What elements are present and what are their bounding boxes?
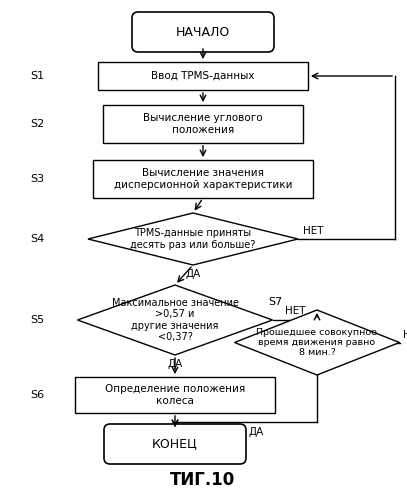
Text: Ввод TPMS-данных: Ввод TPMS-данных [151,71,255,81]
Text: ДА: ДА [185,269,201,279]
FancyBboxPatch shape [104,424,246,464]
Text: ДА: ДА [248,426,264,436]
Text: S7: S7 [268,297,282,307]
Bar [93,160,313,198]
Text: Вычисление углового
положения: Вычисление углового положения [143,113,263,135]
Text: ДА: ДА [167,359,183,369]
Text: S3: S3 [30,174,44,184]
Bar [75,377,275,413]
Text: S5: S5 [30,315,44,325]
Text: Определение положения
колеса: Определение положения колеса [105,384,245,406]
Text: НЕТ: НЕТ [403,330,407,340]
Text: Прошедшее совокупное
время движения равно
8 мин.?: Прошедшее совокупное время движения равн… [256,328,378,358]
Text: Вычисление значения
дисперсионной характеристики: Вычисление значения дисперсионной характ… [114,168,292,190]
Text: S2: S2 [30,119,44,129]
Text: Максимальное значение
>0,57 и
другие значения
<0,37?: Максимальное значение >0,57 и другие зна… [112,298,239,343]
Bar [98,62,308,90]
Text: НЕТ: НЕТ [284,306,305,316]
Text: S1: S1 [30,71,44,81]
Text: S6: S6 [30,390,44,400]
Text: НЕТ: НЕТ [303,226,324,236]
Polygon shape [88,213,298,265]
Text: НАЧАЛО: НАЧАЛО [176,26,230,38]
Polygon shape [234,310,400,375]
Bar [103,105,303,143]
Polygon shape [77,285,273,355]
Text: ΤИГ.10: ΤИГ.10 [171,471,236,489]
Text: S4: S4 [30,234,44,244]
FancyBboxPatch shape [132,12,274,52]
Text: КОНЕЦ: КОНЕЦ [152,438,198,450]
Text: TPMS-данные приняты
десять раз или больше?: TPMS-данные приняты десять раз или больш… [130,228,256,250]
